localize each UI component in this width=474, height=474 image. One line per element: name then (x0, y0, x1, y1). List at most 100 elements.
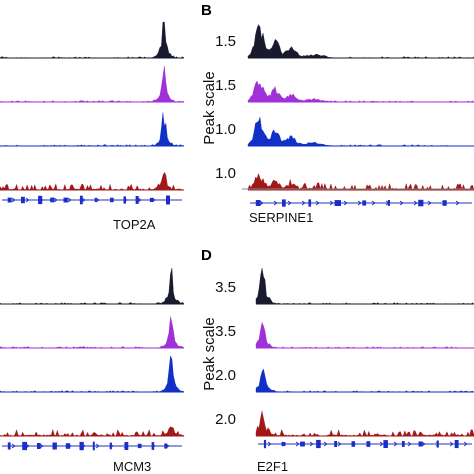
strand-arrow (413, 200, 418, 206)
track-scale-label: 1.5 (215, 77, 236, 94)
signal-track-3 (0, 355, 185, 393)
track-scale-label: 3.5 (215, 323, 236, 340)
signal-track-4 (0, 426, 185, 437)
signal-track-1 (255, 267, 474, 305)
strand-arrow (287, 200, 292, 206)
gene-exon (263, 439, 267, 449)
strand-arrow (435, 441, 440, 447)
strand-arrow (25, 197, 30, 203)
strand-arrow (151, 197, 156, 203)
strand-arrow (53, 443, 58, 449)
gene-exon (308, 199, 312, 207)
signal-track-3 (255, 368, 474, 393)
strand-arrow (123, 443, 128, 449)
gene-exon (418, 441, 423, 447)
panel-A: TOP2A (0, 21, 185, 232)
gene-exon (255, 200, 261, 206)
gene-exon (334, 200, 341, 206)
strand-arrow (323, 441, 328, 447)
gene-exon (401, 441, 405, 447)
strand-arrow (385, 200, 390, 206)
signal-track-2 (255, 321, 474, 349)
signal-track-4 (255, 411, 474, 437)
gene-exon (110, 197, 114, 203)
strand-arrow (267, 441, 272, 447)
gene-exon (454, 440, 459, 449)
gene-exon (316, 439, 321, 449)
gene-exon (37, 443, 41, 449)
gene-exon (7, 197, 12, 203)
strand-arrow (151, 443, 156, 449)
strand-arrow (455, 200, 460, 206)
signal-track-1 (0, 21, 185, 59)
gene-name-label: SERPINE1 (249, 210, 313, 225)
strand-arrow (399, 200, 404, 206)
strand-arrow (441, 200, 446, 206)
strand-arrow (357, 200, 362, 206)
strand-arrow (67, 197, 72, 203)
signal-track-1 (247, 24, 474, 59)
gene-exon (164, 443, 168, 449)
strand-arrow (137, 443, 142, 449)
gene-exon (38, 195, 43, 205)
gene-exon (166, 195, 170, 205)
gene-exon (50, 197, 55, 203)
strand-arrow (427, 200, 432, 206)
gene-exon (94, 197, 97, 203)
strand-arrow (463, 441, 468, 447)
signal-track-3 (0, 112, 185, 147)
gene-exon (436, 440, 439, 448)
strand-arrow (165, 197, 170, 203)
gene-exon (151, 442, 155, 450)
gene-name-label: TOP2A (113, 217, 156, 232)
signal-track-4 (247, 172, 474, 191)
strand-arrow (371, 200, 376, 206)
signal-track-1 (0, 267, 185, 305)
strand-arrow (95, 443, 100, 449)
gene-exon (79, 195, 83, 205)
gene-exon (281, 442, 286, 447)
gene-exon (52, 442, 57, 450)
strand-arrow (329, 200, 334, 206)
gene-exon (282, 199, 286, 207)
gene-exon (149, 197, 154, 202)
strand-arrow (393, 441, 398, 447)
strand-arrow (11, 443, 16, 449)
strand-arrow (351, 441, 356, 447)
strand-arrow (315, 200, 320, 206)
strand-arrow (137, 197, 142, 203)
track-scale-label: 1.5 (215, 33, 236, 50)
signal-track-2 (247, 80, 474, 103)
track-scale-label: 2.0 (215, 367, 236, 384)
gene-exon (300, 441, 305, 447)
panel-C: MCM3 (0, 267, 185, 474)
strand-arrow (81, 443, 86, 449)
track-scale-label: 3.5 (215, 279, 236, 296)
y-axis-title: Peak scale (201, 317, 218, 390)
gene-exon (65, 443, 71, 449)
panel-letter: B (201, 2, 212, 19)
strand-arrow (109, 443, 114, 449)
gene-exon (92, 441, 95, 451)
gene-exon (334, 441, 338, 447)
track-scale-label: 2.0 (215, 411, 236, 428)
strand-arrow (295, 441, 300, 447)
gene-exon (418, 199, 424, 207)
gene-exon (362, 200, 367, 206)
gene-exon (22, 441, 27, 451)
gene-exon (137, 443, 142, 449)
gene-exon (383, 440, 388, 448)
gene-exon (79, 441, 84, 451)
y-axis-title: Peak scale (201, 71, 218, 144)
gene-exon (63, 197, 68, 203)
strand-arrow (39, 443, 44, 449)
gene-exon (351, 441, 356, 447)
gene-exon (7, 442, 11, 450)
strand-arrow (123, 197, 128, 203)
gene-exon (135, 196, 139, 204)
strand-arrow (407, 441, 412, 447)
signal-track-2 (0, 316, 185, 349)
gene-exon (109, 442, 112, 450)
